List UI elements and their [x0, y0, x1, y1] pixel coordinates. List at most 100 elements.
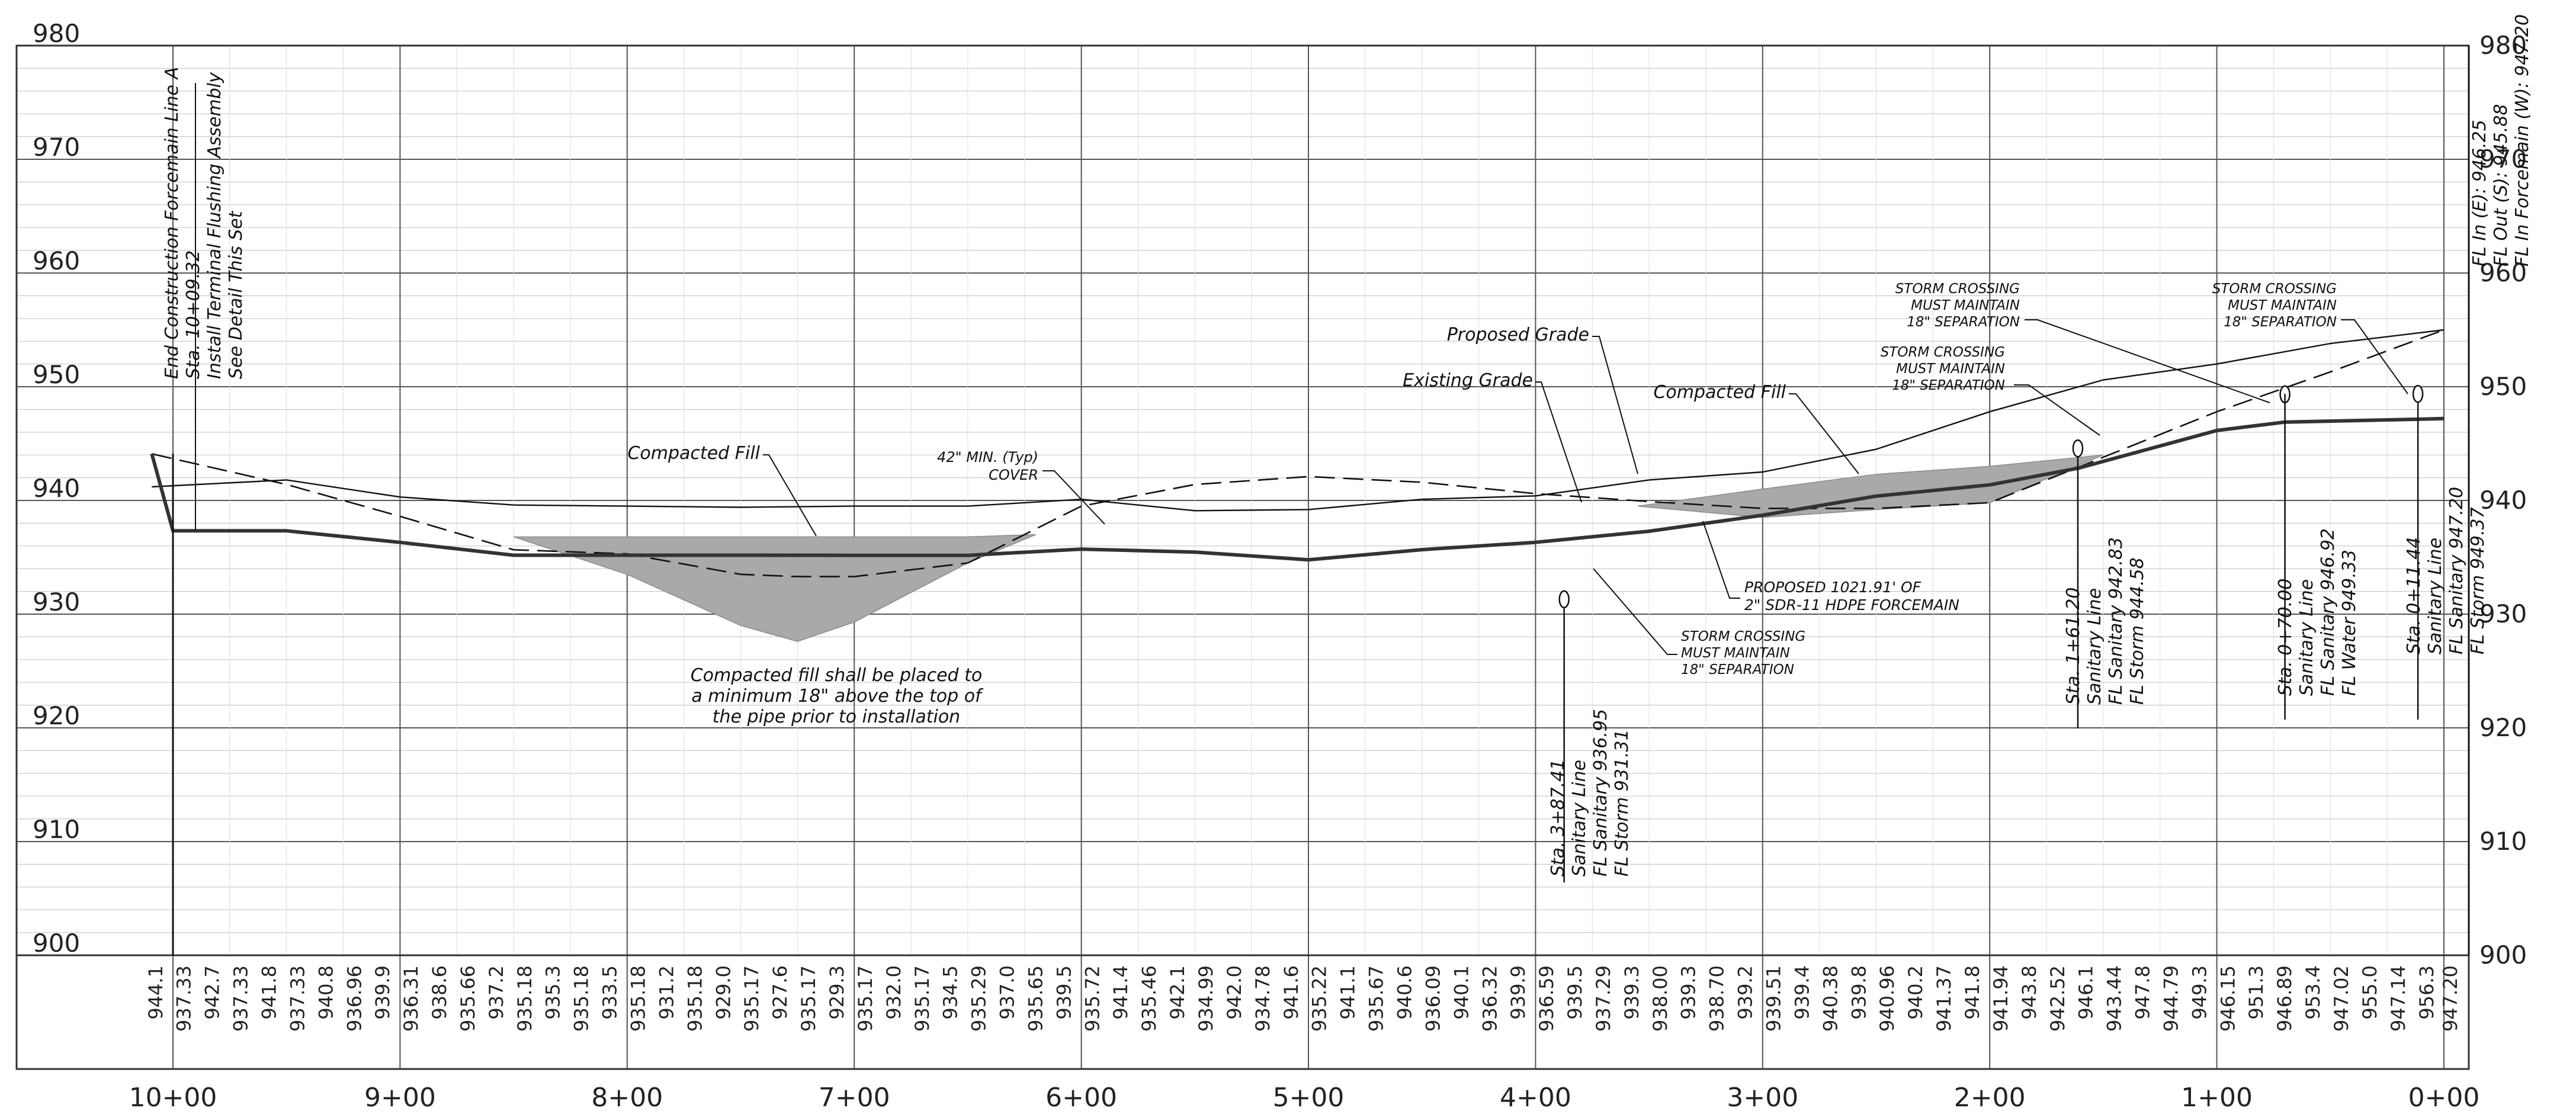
grade-value: 941.94 — [1990, 965, 2012, 1032]
grade-value: 935.18 — [514, 965, 536, 1032]
grade-value: 937.2 — [485, 965, 508, 1020]
end-construction-note-line: Sta. 10+09.32 — [183, 251, 204, 379]
forcemain-note-line: 2" SDR-11 HDPE FORCEMAIN — [1744, 596, 1959, 614]
grade-value: 934.78 — [1252, 965, 1274, 1032]
crossing-label-070-line: Sanitary Line — [2296, 579, 2317, 696]
grade-value: 937.29 — [1592, 965, 1615, 1032]
grade-value: 939.9 — [371, 965, 394, 1020]
grade-value: 929.0 — [712, 965, 734, 1020]
grade-value: 940.6 — [1393, 965, 1416, 1020]
end-construction-note-line: Install Terminal Flushing Assembly — [204, 72, 225, 379]
storm-crossing-note-4-line: MUST MAINTAIN — [2228, 298, 2337, 313]
existing-grade-line — [152, 329, 2445, 577]
fl-end-note: FL In (E): 946.25 FL Out (S): 945.88 FL In… — [2469, 14, 2533, 267]
storm-crossing-note-1-line: STORM CROSSING — [1681, 629, 1805, 644]
profile-lines — [150, 329, 2445, 577]
grade-value: 937.33 — [286, 965, 309, 1032]
cover-leader — [1042, 470, 1105, 525]
grade-value: 935.17 — [740, 965, 763, 1032]
compacted-fill-label: Compacted Fill — [627, 443, 760, 464]
elevation-label-left: 980 — [33, 19, 80, 48]
compacted-fill-instructions-line: Compacted fill shall be placed to — [691, 665, 983, 686]
grade-value: 942.1 — [1166, 965, 1189, 1020]
storm-pipe-387-symbol — [1558, 590, 1570, 609]
compacted-fill-area — [1637, 454, 2104, 518]
grade-value: 953.4 — [2302, 965, 2324, 1020]
elevation-label-left: 930 — [33, 588, 80, 617]
annotations: End Construction Forcemain Line A Sta. 10… — [162, 14, 2533, 877]
grade-value: 927.6 — [769, 965, 791, 1020]
grade-value: 941.8 — [1961, 965, 1984, 1020]
storm-crossing-leader-4 — [2341, 319, 2408, 394]
station-label: 10+00 — [129, 1083, 217, 1113]
elevation-label-right: 940 — [2479, 486, 2527, 515]
crossing-label-161-line: FL Sanitary 942.83 — [2106, 537, 2126, 705]
storm-crossing-note-4-line: STORM CROSSING — [2212, 281, 2337, 297]
grade-value: 941.1 — [1337, 965, 1359, 1020]
grade-value: 935.46 — [1138, 965, 1160, 1032]
grade-value: 947.20 — [2439, 965, 2462, 1032]
grade-value: 935.66 — [457, 965, 479, 1032]
elevation-label-right: 930 — [2479, 599, 2527, 628]
grade-value: 935.65 — [1024, 965, 1047, 1032]
grade-value: 933.5 — [599, 965, 621, 1020]
crossing-label-070: Sta. 0+70.00 Sanitary Line FL Sanitary 946… — [2275, 528, 2360, 696]
crossing-label-387-line: FL Sanitary 936.95 — [1590, 709, 1611, 877]
grade-value: 937.33 — [173, 965, 195, 1032]
grade-value: 937.0 — [996, 965, 1019, 1020]
elevation-label-right: 970 — [2479, 145, 2527, 174]
grade-value: 935.29 — [968, 965, 990, 1032]
compacted-fill-instructions: Compacted fill shall be placed toa minim… — [691, 665, 984, 727]
compacted-fill-leader-2 — [1789, 393, 1859, 474]
grade-value: 935.3 — [542, 965, 564, 1020]
station-label: 2+00 — [1954, 1083, 2026, 1113]
grade-value: 935.17 — [911, 965, 933, 1032]
storm-crossing-note-2-line: 18" SEPARATION — [1892, 378, 2005, 393]
grade-value: 938.70 — [1706, 965, 1728, 1032]
cover-note-line: 42" MIN. (Typ) — [937, 449, 1038, 465]
station-label: 1+00 — [2181, 1083, 2253, 1113]
grade-value: 935.72 — [1081, 965, 1103, 1032]
elevation-label-right: 960 — [2479, 258, 2527, 287]
existing-grade-label: Existing Grade — [1403, 370, 1533, 391]
grade-value: 936.96 — [343, 965, 365, 1032]
station-label: 9+00 — [364, 1083, 436, 1113]
elevation-label-left: 940 — [33, 474, 80, 503]
end-construction-note-line: See Detail This Set — [226, 210, 246, 379]
grade-value: 939.2 — [1734, 965, 1757, 1020]
storm-crossing-leader-2 — [2014, 384, 2100, 436]
proposed-grade-leader — [1592, 336, 1638, 474]
grade-value: 941.37 — [1933, 965, 1955, 1032]
proposed-grade-label: Proposed Grade — [1447, 325, 1589, 345]
end-construction-note-line: End Construction Forcemain Line A — [162, 67, 182, 379]
grade-value: 943.44 — [2103, 965, 2126, 1032]
crossing-markers — [172, 46, 2470, 955]
grade-value: 940.1 — [1450, 965, 1473, 1020]
elevation-label-left: 900 — [33, 929, 80, 958]
grade-value: 939.5 — [1053, 965, 1075, 1020]
grade-value: 935.22 — [1308, 965, 1331, 1032]
fl-end-note-line: FL Out (S): 945.88 — [2491, 104, 2511, 267]
grade-value: 955.0 — [2359, 965, 2381, 1020]
grade-value: 941.6 — [1280, 965, 1303, 1020]
grade-values-band: 944.1 937.33 942.7 937.33 941.8 937.33 940.8 93… — [145, 965, 2462, 1032]
grade-value: 939.3 — [1677, 965, 1700, 1020]
elevation-label-right: 900 — [2479, 940, 2527, 969]
grade-value: 941.8 — [258, 965, 280, 1020]
grade-value: 936.32 — [1478, 965, 1501, 1032]
grade-value: 935.17 — [854, 965, 877, 1032]
compacted-fill-regions — [513, 454, 2104, 642]
grade-value: 938.00 — [1649, 965, 1672, 1032]
elevation-label-right: 950 — [2479, 372, 2527, 401]
forcemain-leader — [1702, 521, 1740, 599]
axis-labels: 980 980 970 970 960 960 950 950 940 940 930 930 920 9… — [33, 19, 2527, 1113]
grade-value: 947.8 — [2132, 965, 2154, 1020]
crossing-label-161: Sta. 1+61.20 Sanitary Line FL Sanitary 942… — [2063, 537, 2148, 705]
grade-value: 939.9 — [1507, 965, 1529, 1020]
grade-value: 936.59 — [1535, 965, 1558, 1032]
storm-crossing-note-2-line: STORM CROSSING — [1881, 345, 2005, 360]
station-label: 8+00 — [591, 1083, 663, 1113]
